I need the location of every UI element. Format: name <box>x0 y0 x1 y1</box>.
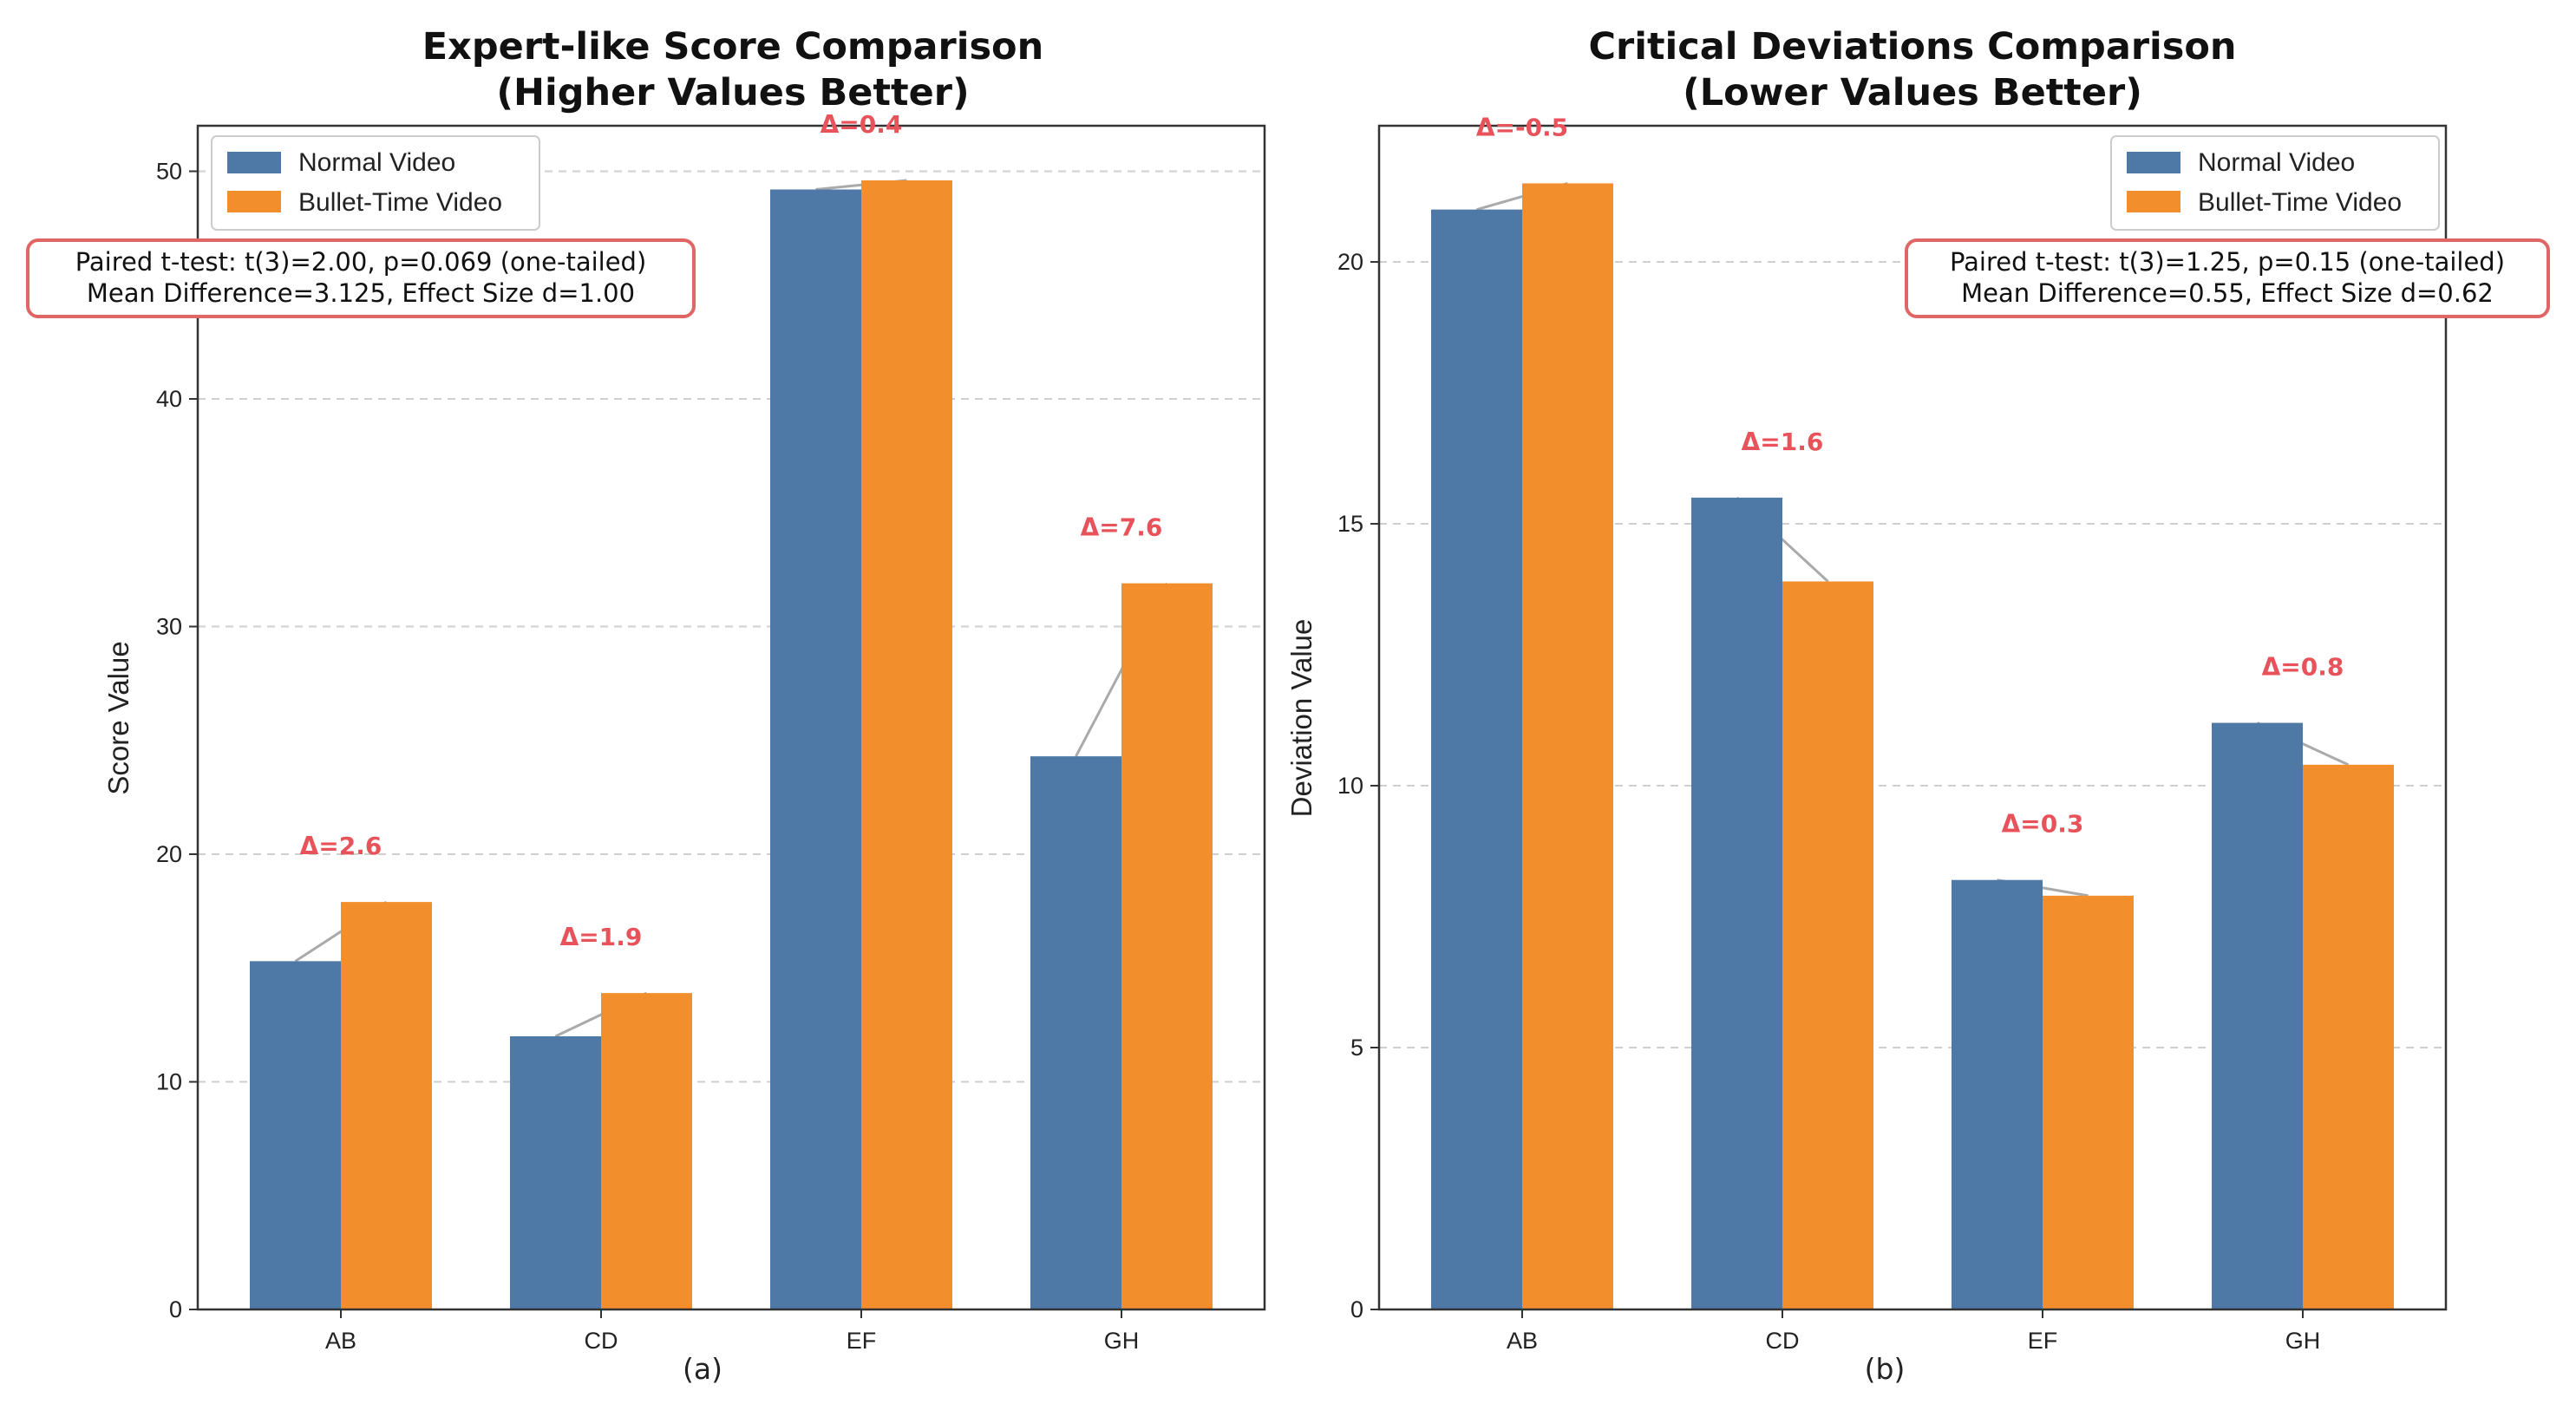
chart-b-frame <box>1377 124 2448 1311</box>
chart-a-ytick-label: 0 <box>169 1296 182 1322</box>
chart-a-stats-line2: Mean Difference=3.125, Effect Size d=1.0… <box>87 278 635 308</box>
chart-b-delta-label-gh: Δ=0.8 <box>2262 653 2344 682</box>
chart-a-xtick-label: EF <box>847 1328 877 1354</box>
chart-b-title-line2: (Lower Values Better) <box>1683 71 2142 114</box>
chart-b-bars <box>1431 183 2394 1310</box>
chart-a-delta-label-cd: Δ=1.9 <box>560 923 643 951</box>
chart-b-delta-label-ef: Δ=0.3 <box>2002 810 2084 839</box>
chart-b-delta-label-cd: Δ=1.6 <box>1742 428 1824 456</box>
chart-b-delta-label-ab: Δ=-0.5 <box>1476 113 1568 141</box>
chart-a-xtick-label: CD <box>585 1328 618 1354</box>
chart-a-legend-bullet: Bullet-Time Video <box>298 188 502 217</box>
chart-a-stats-frame <box>26 238 696 318</box>
chart-a-bar-normal-gh <box>1030 756 1121 1309</box>
chart-b-bar-normal-ef <box>1952 879 2043 1309</box>
chart-b-title-line1: Critical Deviations Comparison <box>1588 25 2236 69</box>
chart-b-legend-swatch-normal <box>2127 152 2180 173</box>
chart-a-legend-box <box>211 135 540 231</box>
chart-a-xlabel: (a) <box>683 1352 722 1386</box>
chart-a-ytick-label: 20 <box>156 841 182 867</box>
chart-b-bar-normal-ab <box>1431 209 1522 1309</box>
chart-b-bar-bullet-gh <box>2303 764 2394 1309</box>
chart-a-legend: Normal Video Bullet-Time Video <box>211 135 540 231</box>
chart-b-legend: Normal Video Bullet-Time Video <box>2110 135 2440 231</box>
chart-a-ytick-label: 50 <box>156 159 182 185</box>
chart-b-xtick-label: CD <box>1766 1328 1800 1354</box>
chart-b-ytick-label: 0 <box>1350 1296 1363 1322</box>
chart-a-ytick-label: 40 <box>156 386 182 412</box>
chart-a-ylabel: Score Value <box>102 641 134 794</box>
chart-a-bars <box>250 180 1213 1309</box>
chart-b-xtick-label: EF <box>2028 1328 2058 1354</box>
chart-b-legend-bullet: Bullet-Time Video <box>2198 188 2402 217</box>
chart-b-legend-swatch-bullet <box>2127 191 2180 212</box>
chart-b-delta-labels: Δ=-0.5 Δ=1.6 Δ=0.3 Δ=0.8 <box>1476 113 2344 838</box>
chart-a-bar-normal-cd <box>510 1036 601 1309</box>
chart-a-bar-normal-ef <box>770 189 861 1309</box>
chart-b-ytick-label: 20 <box>1337 249 1363 275</box>
chart-a-xtick-label: GH <box>1104 1328 1140 1354</box>
chart-a-ytick-label: 30 <box>156 614 182 640</box>
chart-a: Expert-like Score Comparison (Higher Val… <box>26 25 1266 1386</box>
chart-b-ylabel: Deviation Value <box>1285 619 1317 818</box>
chart-b-bar-bullet-cd <box>1782 581 1873 1309</box>
chart-a-stats-box: Paired t-test: t(3)=2.00, p=0.069 (one-t… <box>26 238 696 318</box>
chart-b-ytick-label: 10 <box>1337 773 1363 799</box>
chart-b-bar-normal-gh <box>2212 722 2303 1309</box>
chart-a-bar-bullet-gh <box>1121 583 1213 1309</box>
chart-b-legend-box <box>2110 135 2440 231</box>
chart-a-title-line1: Expert-like Score Comparison <box>422 25 1043 69</box>
chart-b-bar-bullet-ef <box>2043 895 2134 1309</box>
chart-a-xtick-label: AB <box>325 1328 356 1354</box>
chart-a-y-axis: 0 10 20 30 40 50 <box>156 159 198 1322</box>
chart-a-delta-label-ab: Δ=2.6 <box>300 832 382 860</box>
chart-b-xtick-label: AB <box>1507 1328 1538 1354</box>
chart-b-legend-normal: Normal Video <box>2198 148 2355 177</box>
chart-a-title-line2: (Higher Values Better) <box>496 71 969 114</box>
chart-b-stats-frame <box>1905 238 2550 318</box>
chart-b-ytick-label: 15 <box>1337 511 1363 537</box>
chart-b-y-axis: 0 5 10 15 20 <box>1337 249 1379 1322</box>
chart-b-xtick-label: GH <box>2285 1328 2321 1354</box>
chart-a-bar-normal-ab <box>250 961 341 1309</box>
chart-b-bar-bullet-ab <box>1522 183 1613 1310</box>
chart-a-legend-swatch-normal <box>227 152 281 173</box>
chart-a-frame <box>196 124 1266 1311</box>
chart-b-x-axis: AB CD EF GH <box>1507 1309 2320 1354</box>
chart-a-delta-label-ef: Δ=0.4 <box>821 110 903 139</box>
chart-a-ytick-label: 10 <box>156 1069 182 1095</box>
chart-b-bar-normal-cd <box>1691 497 1782 1309</box>
chart-a-legend-normal: Normal Video <box>298 148 455 177</box>
chart-b-stats-box: Paired t-test: t(3)=1.25, p=0.15 (one-ta… <box>1905 238 2550 318</box>
chart-a-stats-line1: Paired t-test: t(3)=2.00, p=0.069 (one-t… <box>75 247 647 277</box>
chart-a-delta-labels: Δ=2.6 Δ=1.9 Δ=0.4 Δ=7.6 <box>300 110 1163 951</box>
chart-b: Critical Deviations Comparison (Lower Va… <box>1285 25 2550 1386</box>
chart-b-ytick-label: 5 <box>1350 1035 1363 1061</box>
chart-b-xlabel: (b) <box>1865 1352 1906 1386</box>
chart-a-x-axis: AB CD EF GH <box>325 1309 1139 1354</box>
chart-a-bar-bullet-ef <box>861 180 952 1309</box>
chart-a-delta-label-gh: Δ=7.6 <box>1081 513 1163 542</box>
chart-b-stats-line1: Paired t-test: t(3)=1.25, p=0.15 (one-ta… <box>1950 247 2505 277</box>
chart-b-stats-line2: Mean Difference=0.55, Effect Size d=0.62 <box>1961 278 2494 308</box>
chart-a-bar-bullet-cd <box>601 993 692 1309</box>
chart-a-legend-swatch-bullet <box>227 191 281 212</box>
chart-a-bar-bullet-ab <box>341 902 432 1309</box>
